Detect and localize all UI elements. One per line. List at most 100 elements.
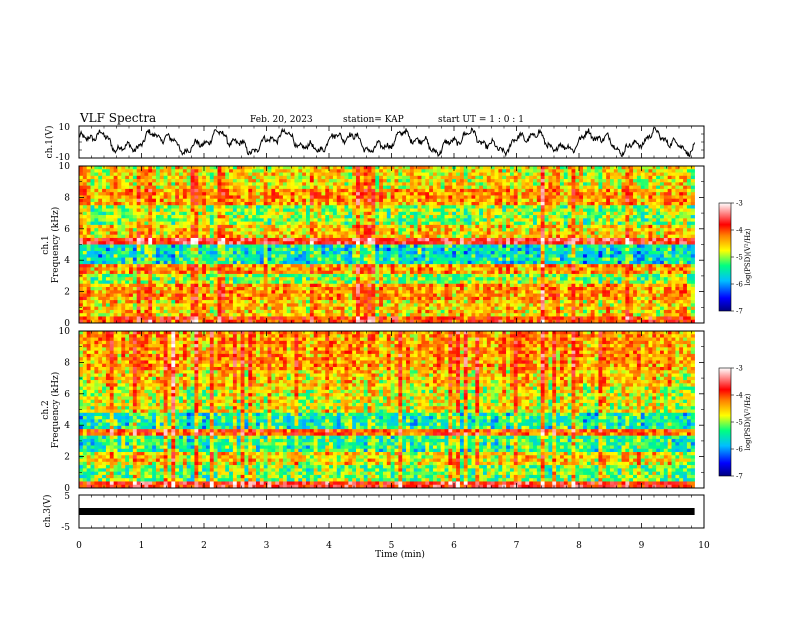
spectrogram-cell — [579, 192, 583, 196]
spectrogram-cell — [648, 205, 652, 209]
spectrogram-cell — [637, 218, 641, 222]
spectrogram-cell — [441, 176, 445, 180]
spectrogram-cell — [87, 258, 91, 262]
spectrogram-cell — [529, 195, 533, 199]
spectrogram-cell — [610, 205, 614, 209]
spectrogram-cell — [348, 195, 352, 199]
spectrogram-cell — [460, 212, 464, 216]
spectrogram-cell — [160, 192, 164, 196]
spectrogram-cell — [460, 225, 464, 229]
spectrogram-cell — [564, 212, 568, 216]
spectrogram-cell — [294, 261, 298, 265]
spectrogram-cell — [79, 189, 83, 193]
spectrogram-cell — [537, 199, 541, 203]
spectrogram-cell — [387, 228, 391, 232]
spectrogram-cell — [210, 238, 214, 242]
spectrogram-cell — [310, 209, 314, 213]
spectrogram-cell — [310, 173, 314, 177]
spectrogram-cell — [379, 205, 383, 209]
spectrogram-cell — [483, 195, 487, 199]
spectrogram-cell — [348, 231, 352, 235]
spectrogram-cell — [348, 254, 352, 258]
spectrogram-cell — [141, 225, 145, 229]
spectrogram-cell — [218, 241, 222, 245]
spectrogram-cell — [152, 189, 156, 193]
spectrogram-cell — [622, 251, 626, 255]
spectrogram-cell — [329, 166, 333, 170]
spectrogram-cell — [360, 166, 364, 170]
spectrogram-cell — [87, 202, 91, 206]
spectrogram-cell — [679, 254, 683, 258]
spectrogram-cell — [310, 186, 314, 190]
figure-station: station= KAP — [343, 115, 404, 125]
spectrogram-cell — [225, 173, 229, 177]
spectrogram-cell — [502, 169, 506, 173]
spectrogram-cell — [618, 205, 622, 209]
spectrogram-cell — [383, 199, 387, 203]
spectrogram-cell — [168, 245, 172, 249]
spectrogram-cell — [410, 251, 414, 255]
spectrogram-cell — [606, 241, 610, 245]
spectrogram-cell — [121, 166, 125, 170]
spectrogram-cell — [194, 222, 198, 226]
spectrogram-cell — [552, 166, 556, 170]
spectrogram-cell — [548, 248, 552, 252]
spectrogram-cell — [587, 186, 591, 190]
spectrogram-cell — [648, 238, 652, 242]
spectrogram-cell — [117, 228, 121, 232]
spectrogram-cell — [606, 169, 610, 173]
spectrogram-cell — [156, 248, 160, 252]
spectrogram-cell — [237, 215, 241, 219]
spectrogram-cell — [395, 215, 399, 219]
spectrogram-cell — [306, 169, 310, 173]
spectrogram-cell — [383, 209, 387, 213]
spectrogram-cell — [241, 218, 245, 222]
spectrogram-cell — [429, 176, 433, 180]
spectrogram-cell — [541, 245, 545, 249]
spectrogram-cell — [91, 195, 95, 199]
spectrogram-cell — [587, 195, 591, 199]
spectrogram-cell — [679, 248, 683, 252]
spectrogram-cell — [564, 202, 568, 206]
spectrogram-cell — [356, 186, 360, 190]
spectrogram-cell — [221, 202, 225, 206]
spectrogram-cell — [429, 179, 433, 183]
spectrogram-cell — [244, 202, 248, 206]
spectrogram-cell — [664, 254, 668, 258]
spectrogram-cell — [125, 245, 129, 249]
spectrogram-cell — [456, 199, 460, 203]
spectrogram-cell — [129, 225, 133, 229]
spectrogram-cell — [306, 176, 310, 180]
spectrogram-cell — [121, 235, 125, 239]
spectrogram-cell — [402, 173, 406, 177]
spectrogram-cell — [514, 215, 518, 219]
spectrogram-cell — [552, 248, 556, 252]
spectrogram-cell — [329, 261, 333, 265]
spectrogram-cell — [568, 173, 572, 177]
spectrogram-cell — [633, 186, 637, 190]
spectrogram-cell — [248, 258, 252, 262]
spectrogram-cell — [641, 186, 645, 190]
spectrogram-cell — [102, 218, 106, 222]
spectrogram-cell — [652, 251, 656, 255]
spectrogram-cell — [387, 254, 391, 258]
spectrogram-cell — [391, 176, 395, 180]
spectrogram-cell — [187, 251, 191, 255]
spectrogram-cell — [348, 189, 352, 193]
spectrogram-cell — [291, 192, 295, 196]
spectrogram-cell — [468, 254, 472, 258]
spectrogram-cell — [91, 231, 95, 235]
spectrogram-cell — [183, 176, 187, 180]
spectrogram-cell — [475, 176, 479, 180]
spectrogram-cell — [556, 218, 560, 222]
spectrogram-cell — [218, 209, 222, 213]
spectrogram-cell — [587, 166, 591, 170]
spectrogram-cell — [152, 241, 156, 245]
spectrogram-cell — [225, 241, 229, 245]
spectrogram-cell — [264, 238, 268, 242]
spectrogram-cell — [560, 166, 564, 170]
spectrogram-cell — [410, 205, 414, 209]
spectrogram-cell — [521, 202, 525, 206]
spectrogram-cell — [221, 251, 225, 255]
spectrogram-cell — [260, 238, 264, 242]
